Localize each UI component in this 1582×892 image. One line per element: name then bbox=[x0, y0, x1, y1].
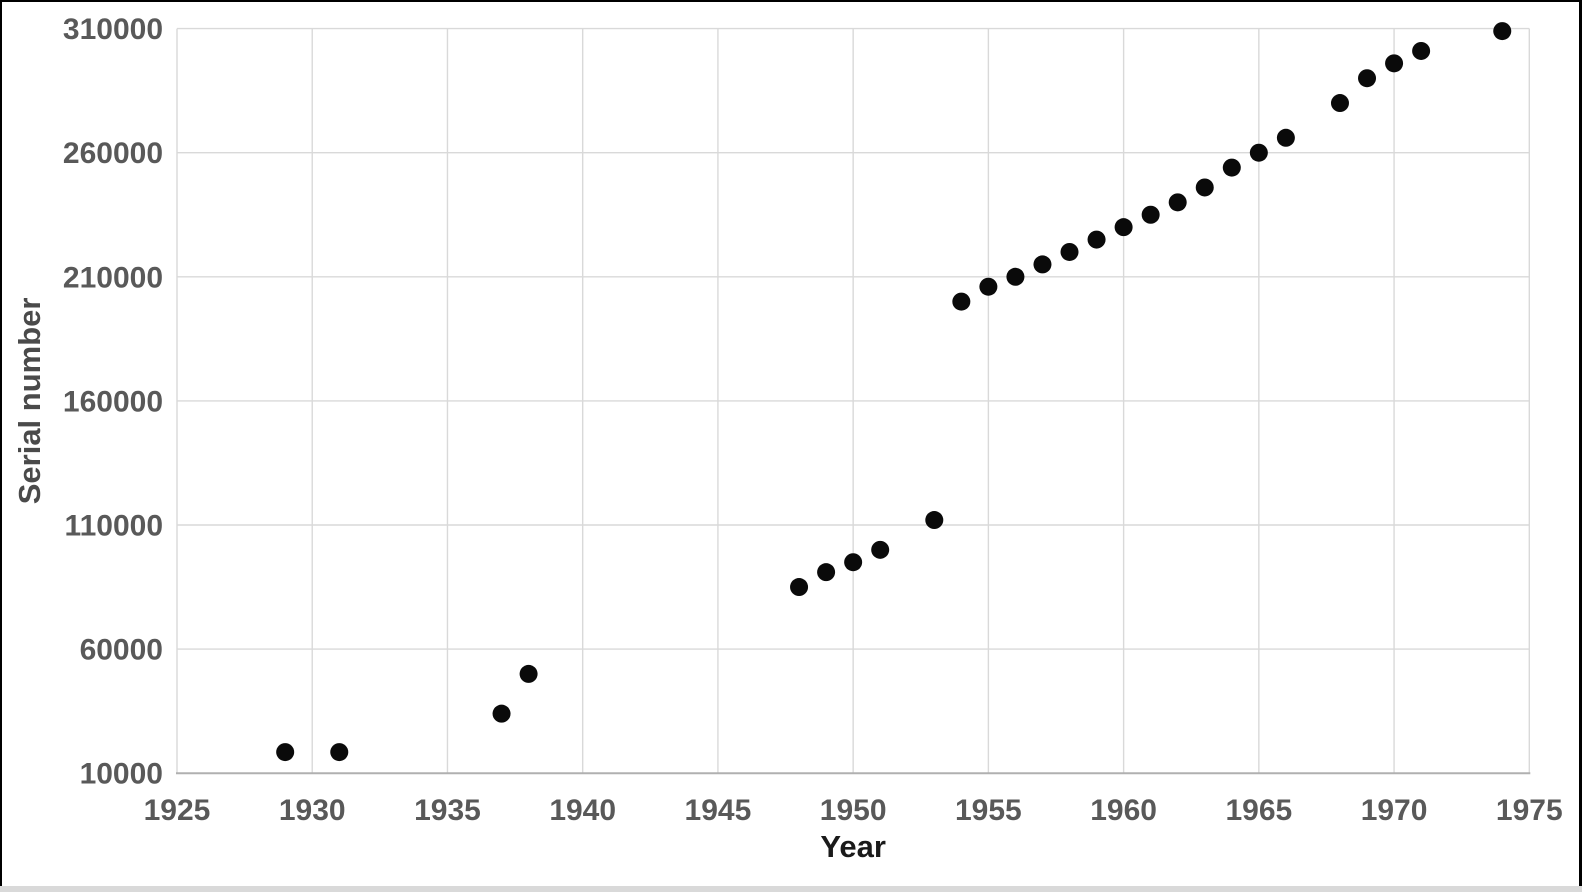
x-tick-label-1935: 1935 bbox=[414, 794, 481, 827]
tick-labels-layer: 10000 60000 110000 160000 210000 260000 310000… bbox=[63, 13, 1563, 827]
data-point-1955 bbox=[979, 277, 998, 296]
data-point-1951 bbox=[871, 540, 890, 559]
y-tick-label-310000: 310000 bbox=[63, 13, 163, 46]
data-point-1956 bbox=[1006, 267, 1025, 286]
data-point-1931 bbox=[330, 743, 349, 762]
x-tick-label-1970: 1970 bbox=[1361, 794, 1428, 827]
x-tick-label-1940: 1940 bbox=[549, 794, 616, 827]
gridlines-layer bbox=[176, 27, 1531, 774]
data-point-1969 bbox=[1358, 69, 1377, 88]
data-point-1961 bbox=[1141, 205, 1160, 224]
data-point-1974 bbox=[1493, 22, 1512, 41]
data-point-1964 bbox=[1222, 158, 1241, 177]
data-point-1948 bbox=[790, 578, 809, 597]
data-point-1959 bbox=[1087, 230, 1106, 249]
x-tick-label-1965: 1965 bbox=[1225, 794, 1292, 827]
frame-border-right bbox=[1579, 0, 1582, 886]
y-tick-label-110000: 110000 bbox=[65, 510, 163, 543]
y-tick-label-260000: 260000 bbox=[63, 137, 163, 170]
y-tick-label-60000: 60000 bbox=[80, 634, 163, 667]
frame-border-left bbox=[0, 0, 2, 886]
data-point-1950 bbox=[844, 553, 863, 572]
x-tick-label-1925: 1925 bbox=[144, 794, 211, 827]
data-point-1929 bbox=[276, 743, 295, 762]
y-tick-label-160000: 160000 bbox=[63, 385, 163, 418]
data-point-1963 bbox=[1195, 178, 1214, 197]
data-point-1938 bbox=[519, 664, 538, 683]
data-point-1954 bbox=[952, 292, 971, 311]
x-tick-label-1960: 1960 bbox=[1090, 794, 1157, 827]
x-tick-label-1950: 1950 bbox=[820, 794, 887, 827]
y-tick-label-210000: 210000 bbox=[63, 261, 163, 294]
data-point-1958 bbox=[1060, 242, 1079, 261]
data-point-1949 bbox=[817, 563, 836, 582]
data-point-1970 bbox=[1385, 54, 1404, 73]
x-axis-title: Year bbox=[820, 829, 886, 864]
data-point-1957 bbox=[1033, 255, 1052, 274]
data-point-1962 bbox=[1168, 193, 1187, 212]
y-tick-label-10000: 10000 bbox=[80, 758, 163, 791]
x-tick-label-1945: 1945 bbox=[685, 794, 752, 827]
x-tick-label-1955: 1955 bbox=[955, 794, 1022, 827]
data-point-1966 bbox=[1276, 128, 1295, 147]
data-point-1971 bbox=[1412, 41, 1431, 60]
x-tick-label-1930: 1930 bbox=[279, 794, 346, 827]
frame-border-top bbox=[0, 0, 1582, 2]
data-point-1965 bbox=[1249, 143, 1268, 162]
frame-bottom-strip bbox=[0, 886, 1582, 892]
data-point-1968 bbox=[1330, 94, 1349, 113]
y-axis-title: Serial number bbox=[12, 298, 47, 505]
data-point-1937 bbox=[492, 704, 511, 723]
data-point-1960 bbox=[1114, 218, 1133, 237]
data-points-layer bbox=[276, 22, 1512, 762]
data-point-1953 bbox=[925, 511, 944, 530]
x-tick-label-1975: 1975 bbox=[1496, 794, 1563, 827]
